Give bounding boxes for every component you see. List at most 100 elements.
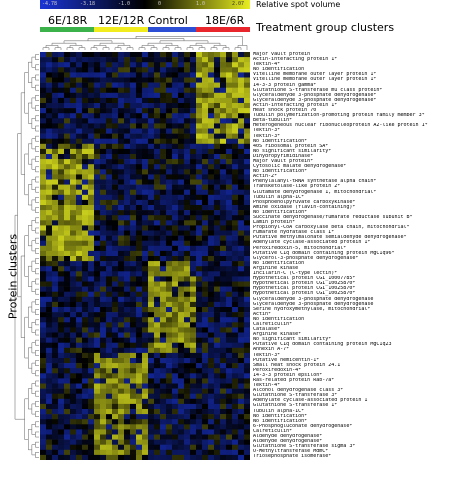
heatmap-cell [88,414,95,420]
heatmap-cell [118,138,125,145]
heatmap-cell [196,225,203,231]
heatmap-cell [166,97,173,104]
heatmap-cell [220,205,227,211]
heatmap-cell [88,363,95,369]
heatmap-cell [88,296,95,303]
heatmap-cell [160,148,167,155]
heatmap-cell [118,373,125,379]
heatmap-cell [244,87,250,94]
heatmap-cell [70,307,77,313]
heatmap-cell [208,164,215,170]
heatmap-cell [184,123,191,129]
heatmap-cell [184,388,191,394]
heatmap-cell [238,429,245,435]
heatmap-cell [40,235,47,241]
heatmap-cell [160,77,167,83]
heatmap-cell [70,276,77,282]
heatmap-cell [208,62,215,68]
heatmap-cell [160,245,167,252]
heatmap-cell [142,347,149,354]
heatmap-cell [124,317,131,323]
heatmap-cell [58,439,65,445]
heatmap-cell [76,337,83,343]
heatmap-cell [46,250,53,257]
heatmap-cell [82,373,89,379]
heatmap-cell [166,383,173,389]
heatmap-cell [88,92,95,99]
heatmap-cell [58,103,65,109]
heatmap-cell [190,388,197,394]
heatmap-cell [232,368,239,374]
heatmap-cell [142,373,149,379]
heatmap-cell [214,276,221,282]
heatmap-cell [148,317,155,323]
heatmap-cell [82,174,89,180]
heatmap-cell [88,276,95,282]
protein-label: Heat shock protein 70 [253,108,317,114]
heatmap-cell [88,113,95,119]
heatmap-cell [148,393,155,400]
heatmap-cell [220,454,227,460]
heatmap-cell [244,327,250,333]
protein-label: Glutathione S-transferase 1* [253,403,338,409]
heatmap-cell [136,72,143,78]
group-bar-control [148,27,196,32]
heatmap-cell [94,240,101,247]
heatmap-cell [76,52,83,58]
heatmap-cell [118,363,125,369]
heatmap-cell [196,210,203,216]
heatmap-cell [190,332,197,338]
heatmap-cell [136,398,143,405]
heatmap-cell [208,199,215,206]
heatmap-cell [94,189,101,196]
heatmap-cell [52,424,59,430]
heatmap-cell [244,281,250,287]
heatmap-cell [112,266,119,272]
heatmap-cell [160,429,167,435]
heatmap-cell [232,215,239,221]
heatmap-cell [142,179,149,185]
heatmap-cell [160,327,167,333]
heatmap-cell [124,148,131,155]
heatmap-cell [208,373,215,379]
heatmap-cell [112,449,119,456]
heatmap-cell [124,97,131,104]
heatmap-cell [124,159,131,165]
heatmap-cell [166,301,173,308]
heatmap-cell [214,225,221,231]
heatmap-cell [94,133,101,139]
heatmap-cell [130,271,137,277]
heatmap-cell [124,62,131,68]
heatmap-cell [100,245,107,252]
protein-label: Actin-interacting protein 1* [253,57,338,63]
heatmap-cell [70,87,77,94]
heatmap-cell [106,169,113,175]
heatmap-cell [136,271,143,277]
heatmap-cell [190,154,197,160]
heatmap-cell [172,199,179,206]
heatmap-cell [88,291,95,298]
heatmap-cell [58,454,65,460]
heatmap-cell [154,205,161,211]
heatmap-cell [166,205,173,211]
heatmap-cell [88,169,95,175]
heatmap-cell [64,337,71,343]
heatmap-cell [160,118,167,124]
heatmap-cell [160,97,167,104]
heatmap-cell [190,373,197,379]
heatmap-cell [148,164,155,170]
protein-label: Glutathione S-transferase 3* [253,393,338,399]
heatmap-cell [70,403,77,410]
heatmap-cell [196,199,203,206]
heatmap-cell [112,52,119,58]
heatmap-cell [202,179,209,185]
heatmap-cell [94,429,101,435]
heatmap-cell [118,322,125,328]
heatmap-cell [112,62,119,68]
heatmap-cell [226,133,233,139]
heatmap-cell [148,123,155,129]
heatmap-cell [184,398,191,405]
heatmap-cell [148,133,155,139]
heatmap-cell [214,332,221,338]
heatmap-cell [130,67,137,73]
